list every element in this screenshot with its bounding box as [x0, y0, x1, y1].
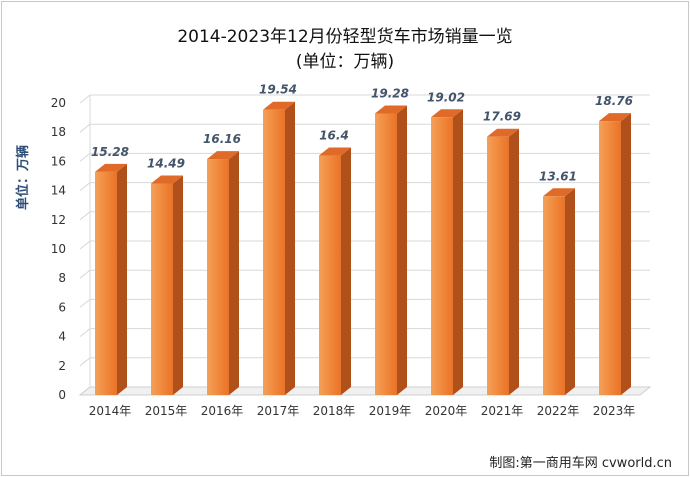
- data-label: 14.49: [147, 156, 185, 170]
- bar-side-2023年: [621, 113, 631, 395]
- grid-depth-line: [79, 357, 91, 367]
- grid-depth-line: [79, 269, 91, 279]
- bar-2018年: [319, 155, 341, 395]
- data-label: 16.4: [319, 129, 349, 143]
- bar-2020年: [431, 117, 453, 396]
- grid-depth-line: [79, 299, 91, 308]
- grid-depth-line: [79, 211, 91, 221]
- data-label: 17.69: [483, 110, 521, 124]
- bar-2014年: [95, 171, 117, 395]
- bar-2016年: [207, 159, 229, 395]
- x-tick-label: 2015年: [145, 404, 188, 418]
- data-label: 19.28: [371, 87, 409, 101]
- grid-depth-line: [79, 94, 91, 104]
- y-tick-label: 8: [58, 271, 66, 285]
- x-tick-label: 2022年: [537, 404, 580, 418]
- bar-top-2021年: [487, 128, 519, 137]
- bar-side-2015年: [173, 175, 183, 395]
- bar-side-2020年: [453, 109, 463, 396]
- bar-2015年: [151, 183, 173, 395]
- grid-depth-line: [79, 153, 91, 162]
- grid-depth-line: [79, 240, 91, 250]
- credit-text: 制图:第一商用车网 cvworld.cn: [489, 456, 672, 471]
- x-tick-label: 2014年: [89, 404, 132, 418]
- x-tick-label: 2017年: [257, 404, 300, 418]
- bar-2019年: [375, 113, 397, 396]
- bar-side-2016年: [229, 151, 239, 395]
- bar-top-2015年: [151, 175, 183, 184]
- bar-2021年: [487, 136, 509, 395]
- grid-depth-line: [79, 328, 91, 337]
- bar-top-2014年: [95, 163, 127, 172]
- y-tick-label: 14: [51, 184, 66, 198]
- bar-2017年: [263, 109, 285, 395]
- y-tick-label: 12: [51, 213, 66, 227]
- y-tick-label: 2: [58, 359, 66, 373]
- x-tick-label: 2019年: [369, 404, 412, 418]
- y-tick-label: 4: [58, 330, 66, 344]
- bar-top-2016年: [207, 151, 239, 160]
- bar-side-2018年: [341, 147, 351, 395]
- data-label: 19.02: [427, 90, 465, 104]
- bar-side-2022年: [565, 188, 575, 395]
- bar-side-2021年: [509, 128, 519, 395]
- bar-top-2017年: [263, 101, 295, 110]
- y-tick-label: 6: [58, 300, 66, 314]
- bar-2023年: [599, 121, 621, 395]
- x-tick-label: 2020年: [425, 404, 468, 418]
- bar-top-2023年: [599, 113, 631, 122]
- y-tick-label: 18: [51, 125, 66, 139]
- y-tick-label: 0: [58, 388, 66, 402]
- x-tick-label: 2023年: [593, 404, 636, 418]
- bar-top-2018年: [319, 147, 351, 156]
- bar-top-2020年: [431, 109, 463, 118]
- bar-side-2017年: [285, 101, 295, 395]
- chart-subtitle: (单位：万辆): [295, 52, 395, 72]
- x-tick-label: 2016年: [201, 404, 244, 418]
- data-label: 19.54: [259, 83, 297, 97]
- grid-depth-line: [79, 182, 91, 191]
- bar-side-2014年: [117, 163, 127, 395]
- x-tick-label: 2021年: [481, 404, 524, 418]
- data-label: 15.28: [91, 145, 129, 159]
- grid-depth-line: [79, 123, 91, 133]
- bar-top-2022年: [543, 188, 575, 197]
- bar-top-2019年: [375, 105, 407, 114]
- y-tick-label: 16: [51, 154, 66, 168]
- bar-2022年: [543, 196, 565, 395]
- y-tick-label: 20: [51, 96, 66, 110]
- chart-title: 2014-2023年12月份轻型货车市场销量一览: [177, 27, 513, 47]
- data-label: 18.76: [595, 94, 633, 108]
- data-label: 16.16: [203, 132, 241, 146]
- bar-side-2019年: [397, 105, 407, 396]
- data-label: 13.61: [539, 169, 577, 183]
- y-tick-label: 10: [51, 242, 66, 256]
- x-tick-label: 2018年: [313, 404, 356, 418]
